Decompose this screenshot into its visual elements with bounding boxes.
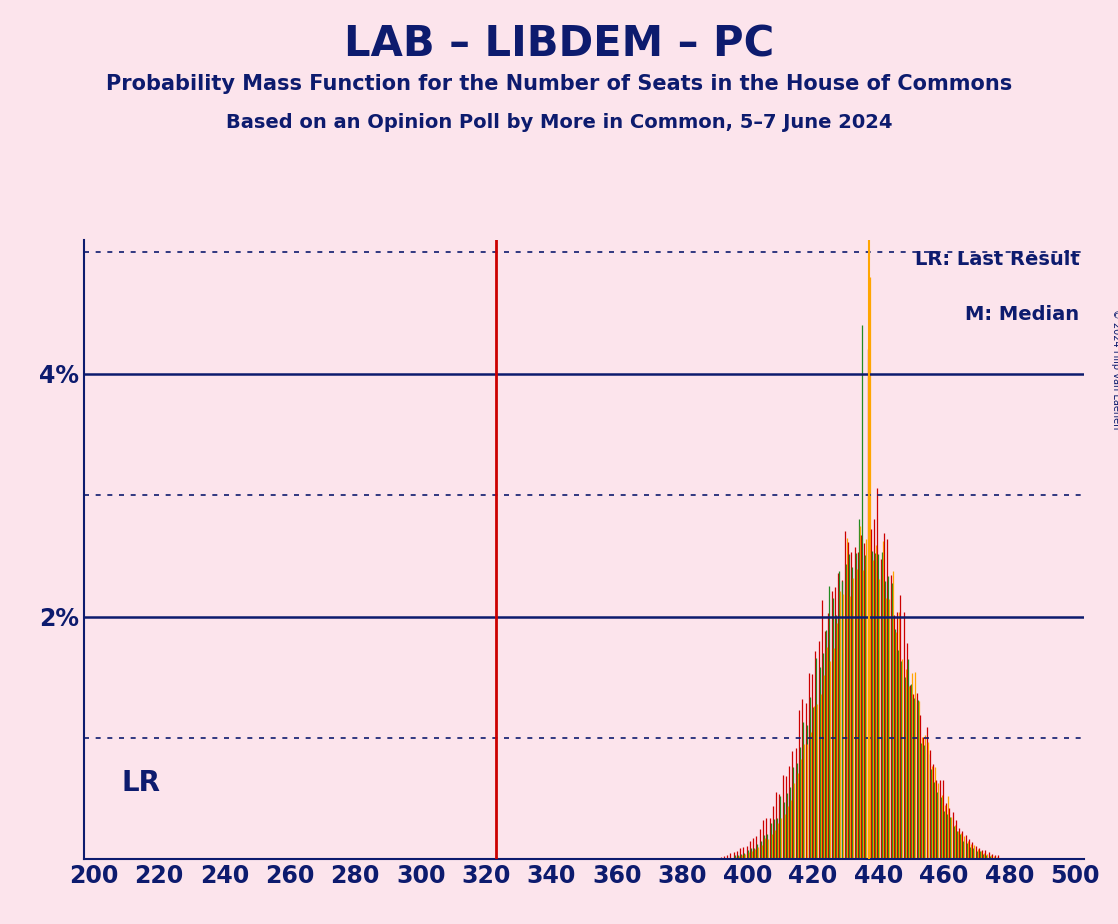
Text: LR: Last Result: LR: Last Result [915,249,1080,269]
Text: LAB – LIBDEM – PC: LAB – LIBDEM – PC [344,23,774,65]
Text: © 2024 Filip van Laenen: © 2024 Filip van Laenen [1111,310,1118,430]
Text: M: Median: M: Median [965,305,1080,324]
Text: LR: LR [122,770,161,797]
Text: Based on an Opinion Poll by More in Common, 5–7 June 2024: Based on an Opinion Poll by More in Comm… [226,113,892,132]
Text: Probability Mass Function for the Number of Seats in the House of Commons: Probability Mass Function for the Number… [106,74,1012,94]
